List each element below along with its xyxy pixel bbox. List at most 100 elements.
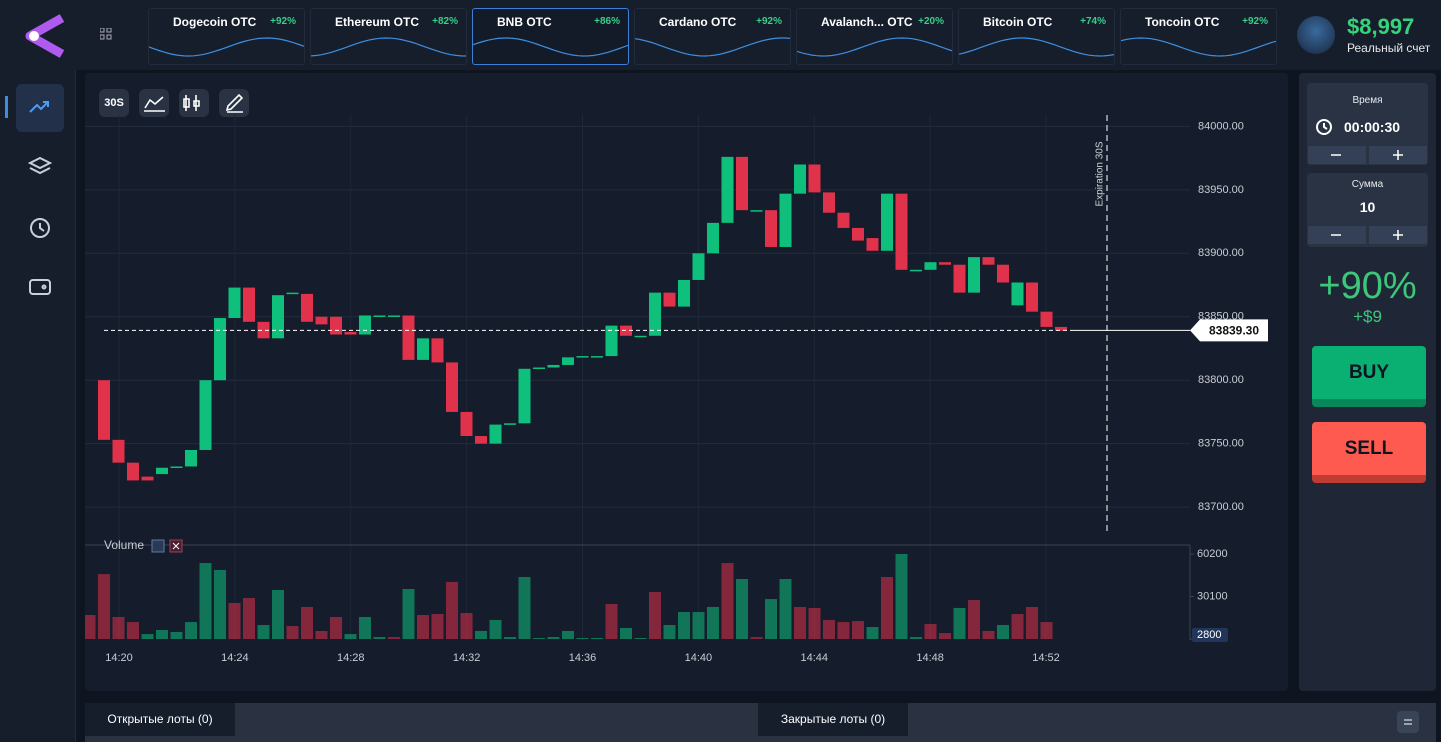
open-lots-tab[interactable]: Открытые лоты (0) <box>85 703 235 736</box>
candle-body <box>881 193 893 251</box>
volume-bar <box>881 577 893 639</box>
volume-bar <box>402 589 415 639</box>
price-label: 83839.30 <box>1209 324 1259 338</box>
candle-body <box>127 462 139 481</box>
candle-body <box>286 292 299 295</box>
volume-bar <box>489 619 502 639</box>
asset-payout: +86% <box>594 16 620 27</box>
volume-bar <box>431 614 444 639</box>
candle-body <box>98 380 110 440</box>
asset-tab[interactable]: Bitcoin OTC +74% <box>958 8 1115 65</box>
candle-body <box>736 156 748 211</box>
volume-bar <box>707 606 719 639</box>
time-label: Время <box>1352 95 1383 106</box>
candle-body <box>1026 282 1038 312</box>
candle-body <box>794 164 806 194</box>
volume-bar <box>837 622 850 639</box>
x-tick-label: 14:36 <box>569 652 597 664</box>
volume-tick-label: 30100 <box>1197 590 1228 602</box>
candle-body <box>388 315 400 317</box>
candle-body <box>518 368 531 424</box>
chart-panel: 30S 84000.00 83950.00 83900.00 83850.00 83800… <box>83 73 1288 691</box>
volume-bar <box>634 638 647 639</box>
asset-tab[interactable]: Ethereum OTC +82% <box>310 8 467 65</box>
candle-body <box>330 316 342 335</box>
closed-lots-tab[interactable]: Закрытые лоты (0) <box>758 703 908 736</box>
volume-bar <box>779 578 792 639</box>
volume-bar <box>924 624 937 639</box>
sparkline <box>473 37 628 57</box>
grid-icon[interactable] <box>100 28 112 40</box>
asset-tab[interactable]: Dogecoin OTC +92% <box>148 8 305 65</box>
candle-body <box>866 238 879 251</box>
candle-body <box>953 264 966 293</box>
candle-body <box>373 315 386 317</box>
candle-body <box>315 316 328 325</box>
candle-body <box>779 193 792 247</box>
volume-bar <box>344 634 357 639</box>
x-tick-label: 14:44 <box>800 652 828 664</box>
volume-bar <box>330 616 342 639</box>
volume-settings[interactable] <box>151 539 165 553</box>
asset-tab[interactable]: Toncoin OTC +92% <box>1120 8 1277 65</box>
sparkline <box>311 37 466 57</box>
time-buttons[interactable] <box>1307 145 1428 165</box>
candle-body <box>185 449 197 467</box>
sell-button[interactable]: SELL <box>1312 422 1426 483</box>
candle-body <box>446 362 458 412</box>
menu-button[interactable] <box>1397 711 1419 733</box>
asset-payout: +74% <box>1080 16 1106 27</box>
sidebar-icons[interactable] <box>28 96 52 336</box>
candle-body <box>692 253 705 280</box>
volume-bar <box>562 630 574 639</box>
candle-body <box>1011 282 1024 306</box>
volume-bar <box>808 607 821 639</box>
volume-bar <box>170 631 183 639</box>
x-tick-label: 14:32 <box>453 652 481 664</box>
volume-bar <box>388 637 400 639</box>
candle-body <box>649 292 661 336</box>
asset-tab[interactable]: Avalanch... OTC +20% <box>796 8 953 65</box>
candle-body <box>1055 326 1067 331</box>
amount-value[interactable]: 10 <box>1359 199 1376 215</box>
volume-bar <box>199 563 212 639</box>
account-type: Реальный счет <box>1347 41 1431 55</box>
asset-name: Dogecoin OTC <box>173 15 257 29</box>
candle-body <box>257 321 270 339</box>
amount-buttons[interactable] <box>1307 225 1428 245</box>
clock-icon <box>1316 119 1332 135</box>
volume-bar <box>272 590 284 639</box>
candle-body <box>982 257 995 265</box>
volume-bar <box>939 633 951 639</box>
timeframe-button[interactable] <box>99 89 129 117</box>
sparkline <box>959 37 1114 57</box>
asset-name: Toncoin OTC <box>1145 15 1220 29</box>
volume-bar <box>1026 606 1038 639</box>
volume-bar <box>823 619 835 639</box>
sparkline-path <box>473 37 628 57</box>
candle-body <box>808 164 821 193</box>
payout: +90% <box>1318 265 1417 307</box>
volume-bar <box>866 626 879 639</box>
asset-name: Cardano OTC <box>659 15 737 29</box>
candle-body <box>228 287 241 319</box>
candle-body <box>895 193 908 270</box>
asset-tab[interactable]: BNB OTC +86% <box>472 8 629 65</box>
candle-body <box>852 227 864 241</box>
volume-bar <box>736 578 748 639</box>
x-tick-label: 14:20 <box>105 652 133 664</box>
time-value[interactable]: 00:00:30 <box>1344 119 1401 135</box>
candle-body <box>605 325 618 357</box>
candle-body <box>533 367 545 370</box>
volume-bar <box>910 637 922 639</box>
volume-bar <box>678 612 690 639</box>
tool-icon <box>225 93 244 113</box>
volume-bar <box>460 613 473 639</box>
volume-bar <box>98 574 110 639</box>
buy-button[interactable]: BUY <box>1312 346 1426 407</box>
candle-body <box>562 357 574 365</box>
avatar[interactable] <box>1297 16 1335 54</box>
asset-name: Ethereum OTC <box>335 15 420 29</box>
asset-tab[interactable]: Cardano OTC +92% <box>634 8 791 65</box>
asset-payout: +92% <box>270 16 296 27</box>
